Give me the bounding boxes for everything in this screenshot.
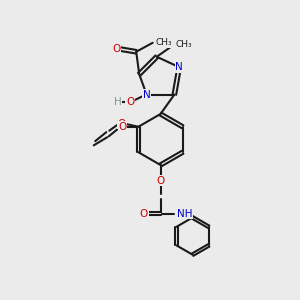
Text: O: O: [119, 122, 127, 132]
Text: H: H: [114, 97, 122, 107]
Text: O: O: [118, 119, 126, 129]
Text: N: N: [143, 89, 151, 100]
Text: O: O: [156, 176, 165, 186]
Text: O: O: [126, 97, 134, 107]
Text: CH₃: CH₃: [156, 38, 172, 47]
Text: O: O: [140, 208, 148, 219]
Text: N: N: [175, 62, 183, 72]
Text: CH₃: CH₃: [175, 40, 192, 49]
Text: O: O: [112, 44, 121, 54]
Text: NH: NH: [177, 208, 193, 219]
